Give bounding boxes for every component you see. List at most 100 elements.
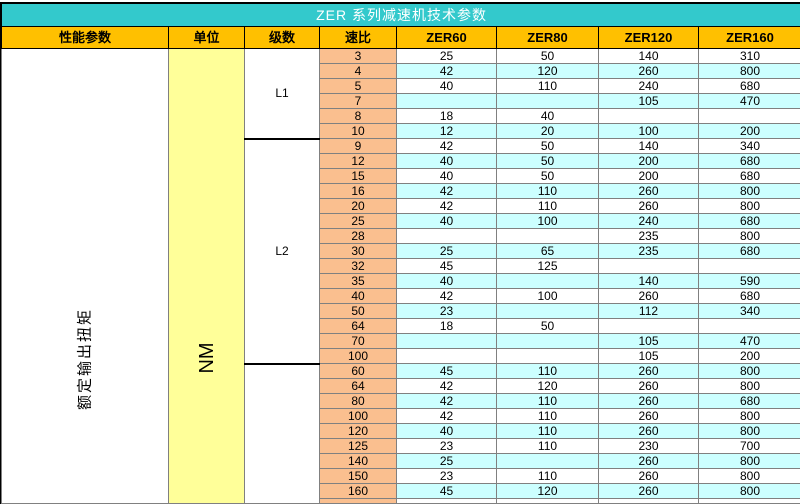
value-cell: 23 [397,439,497,454]
value-cell: 340 [699,304,800,319]
value-cell [397,334,497,349]
value-cell: 700 [699,439,800,454]
value-cell: 50 [497,49,599,64]
ratio-cell: 35 [320,274,397,289]
value-cell: 50 [497,169,599,184]
ratio-cell: 64 [320,319,397,334]
header-unit: 单位 [169,27,245,49]
value-cell: 23 [397,304,497,319]
value-cell: 40 [397,424,497,439]
value-cell [497,304,599,319]
value-cell: 45 [397,364,497,379]
ratio-cell: 12 [320,154,397,169]
value-cell [397,94,497,109]
value-cell [699,499,800,504]
value-cell: 470 [699,94,800,109]
value-cell: 680 [699,214,800,229]
ratio-cell: 9 [320,139,397,154]
value-cell: 110 [497,364,599,379]
value-cell: 20 [497,124,599,139]
value-cell [497,454,599,469]
value-cell: 45 [397,484,497,499]
value-cell: 50 [497,139,599,154]
value-cell: 235 [599,229,699,244]
value-cell: 50 [497,319,599,334]
value-cell: 800 [699,229,800,244]
value-cell: 800 [699,379,800,394]
value-cell: 105 [599,334,699,349]
value-cell: 140 [599,49,699,64]
ratio-cell: 10 [320,124,397,139]
value-cell: 18 [397,319,497,334]
stage-cell: L1 [245,49,320,139]
value-cell: 260 [599,364,699,379]
value-cell: 680 [699,154,800,169]
value-cell: 42 [397,394,497,409]
value-cell: 140 [599,274,699,289]
value-cell: 800 [699,199,800,214]
value-cell: 42 [397,379,497,394]
value-cell [497,274,599,289]
value-cell: 40 [397,214,497,229]
ratio-cell: 120 [320,424,397,439]
value-cell [599,109,699,124]
value-cell: 680 [699,289,800,304]
value-cell: 140 [599,139,699,154]
ratio-cell: 7 [320,94,397,109]
ratio-cell: 15 [320,169,397,184]
value-cell: 680 [699,394,800,409]
value-cell: 260 [599,409,699,424]
ratio-cell: 30 [320,244,397,259]
ratio-cell: 100 [320,409,397,424]
value-cell [699,319,800,334]
value-cell: 800 [699,184,800,199]
value-cell: 260 [599,289,699,304]
value-cell [497,349,599,364]
value-cell [397,229,497,244]
value-cell: 235 [599,244,699,259]
ratio-cell: 60 [320,364,397,379]
value-cell: 340 [699,139,800,154]
value-cell: 260 [599,379,699,394]
value-cell: 260 [599,394,699,409]
value-cell: 800 [699,64,800,79]
value-cell: 260 [599,184,699,199]
value-cell: 42 [397,409,497,424]
ratio-cell: 150 [320,469,397,484]
value-cell: 800 [699,409,800,424]
value-cell: 23 [397,469,497,484]
value-cell: 65 [497,244,599,259]
ratio-cell: 50 [320,304,397,319]
value-cell [699,109,800,124]
value-cell [497,229,599,244]
value-cell: 590 [699,274,800,289]
value-cell: 240 [599,214,699,229]
ratio-cell: 140 [320,454,397,469]
title-row: ZER 系列减速机技术参数 [2,4,800,27]
value-cell: 260 [599,64,699,79]
value-cell: 200 [599,169,699,184]
value-cell: 40 [497,109,599,124]
ratio-cell: 80 [320,394,397,409]
ratio-cell: 100 [320,349,397,364]
ratio-cell: 3 [320,49,397,64]
header-row: 性能参数 单位 级数 速比 ZER60 ZER80 ZER120 ZER160 [2,27,800,49]
header-stages: 级数 [245,27,320,49]
value-cell: 42 [397,199,497,214]
value-cell: 230 [599,439,699,454]
value-cell: 240 [599,79,699,94]
table-title: ZER 系列减速机技术参数 [2,4,800,27]
value-cell: 25 [397,49,497,64]
value-cell: 100 [497,289,599,304]
ratio-cell: 8 [320,109,397,124]
value-cell: 680 [699,169,800,184]
value-cell: 260 [599,199,699,214]
value-cell: 50 [497,154,599,169]
ratio-cell: 64 [320,379,397,394]
value-cell: 110 [497,409,599,424]
value-cell: 200 [599,154,699,169]
value-cell: 105 [599,94,699,109]
stage-cell: L2 [245,139,320,364]
value-cell: 120 [497,379,599,394]
